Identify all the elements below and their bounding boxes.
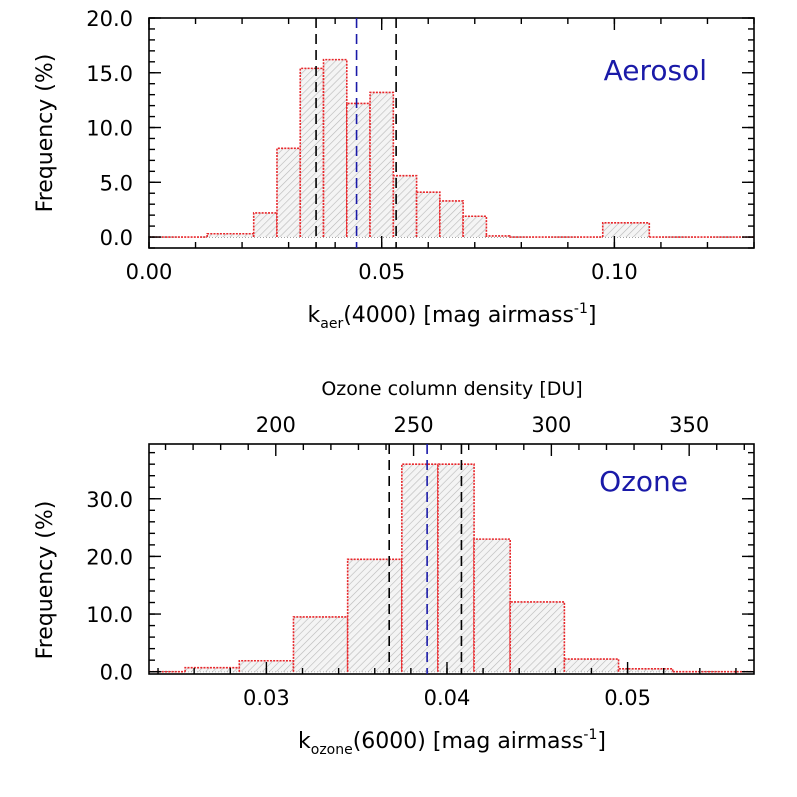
aerosol-histogram-bin bbox=[206, 232, 255, 238]
ozone-x-label-sup: -1 bbox=[583, 727, 597, 743]
ozone-x-tick-label: 0.04 bbox=[424, 686, 471, 710]
aerosol-x-tick-label: 0.05 bbox=[358, 260, 405, 284]
aerosol-histogram-bin bbox=[369, 91, 395, 238]
aerosol-histogram-bin bbox=[252, 212, 278, 238]
ozone-x-label-close: ] bbox=[597, 729, 606, 754]
aerosol-x-label-main: k bbox=[308, 303, 321, 328]
aerosol-histogram-bin bbox=[485, 235, 511, 238]
aerosol-histogram-bin bbox=[601, 222, 651, 238]
ozone-histogram-bin bbox=[563, 658, 620, 672]
aerosol-x-tick-label: 0.00 bbox=[126, 260, 173, 284]
aerosol-y-tick-label: 10.0 bbox=[86, 117, 133, 141]
aerosol-histogram-bin bbox=[276, 147, 302, 238]
ozone-histogram-bin bbox=[346, 558, 403, 672]
ozone-y-tick-label: 0.0 bbox=[100, 661, 133, 685]
aerosol-x-label-close: ] bbox=[588, 303, 597, 328]
aerosol-x-axis-label: kaer(4000) [mag airmass-1] bbox=[308, 301, 597, 332]
ozone-histogram-bin bbox=[292, 616, 349, 672]
ozone-top-tick-label: 250 bbox=[394, 413, 434, 437]
ozone-histogram-bin bbox=[617, 668, 674, 672]
ozone-histogram-bin bbox=[184, 666, 241, 672]
ozone-x-label-rest: (6000) [mag airmass bbox=[353, 729, 584, 754]
ozone-y-tick-label: 20.0 bbox=[86, 545, 133, 569]
aerosol-plot-frame bbox=[148, 17, 755, 249]
ozone-x-label-sub: ozone bbox=[311, 742, 353, 758]
ozone-x-tick-label: 0.03 bbox=[243, 686, 290, 710]
ozone-plot-frame bbox=[148, 443, 755, 675]
aerosol-x-tick-label: 0.10 bbox=[591, 260, 638, 284]
ozone-top-tick-label: 200 bbox=[256, 413, 296, 437]
aerosol-histogram-bin bbox=[322, 58, 348, 238]
ozone-panel-label: Ozone bbox=[599, 465, 688, 498]
aerosol-histogram-bin bbox=[299, 67, 325, 238]
ozone-y-tick-label: 10.0 bbox=[86, 603, 133, 627]
ozone-top-axis-label: Ozone column density [DU] bbox=[321, 378, 582, 400]
aerosol-y-tick-label: 20.0 bbox=[86, 7, 133, 31]
aerosol-x-label-rest: (4000) [mag airmass bbox=[343, 303, 574, 328]
ozone-histogram-bin bbox=[401, 463, 439, 672]
aerosol-x-label-sup: -1 bbox=[574, 301, 588, 317]
aerosol-y-tick-label: 0.0 bbox=[100, 226, 133, 250]
ozone-histogram-bin bbox=[437, 463, 475, 672]
aerosol-histogram-panel: 0.00 0.05 0.10 0.0 5.0 10.0 15.0 20.0 Aerosol F… bbox=[33, 7, 755, 332]
ozone-y-tick-label: 30.0 bbox=[86, 488, 133, 512]
ozone-top-tick-label: 350 bbox=[669, 413, 709, 437]
aerosol-y-tick-label: 5.0 bbox=[100, 171, 133, 195]
aerosol-y-tick-label: 15.0 bbox=[86, 62, 133, 86]
aerosol-histogram-bin bbox=[462, 215, 488, 238]
ozone-x-axis-label: kozone(6000) [mag airmass-1] bbox=[298, 727, 606, 758]
ozone-x-label-main: k bbox=[298, 729, 311, 754]
aerosol-histogram-bin bbox=[439, 200, 464, 238]
ozone-histogram-bin bbox=[473, 538, 511, 672]
ozone-histogram-bin bbox=[509, 601, 566, 672]
ozone-y-axis-label: Frequency (%) bbox=[33, 501, 58, 660]
ozone-x-tick-label: 0.05 bbox=[604, 686, 651, 710]
aerosol-panel-label: Aerosol bbox=[604, 54, 707, 87]
aerosol-y-axis-label: Frequency (%) bbox=[33, 54, 58, 213]
aerosol-histogram-bin bbox=[415, 191, 441, 238]
aerosol-histogram-bin bbox=[345, 102, 371, 238]
aerosol-x-label-sub: aer bbox=[320, 316, 343, 332]
ozone-top-tick-label: 300 bbox=[531, 413, 571, 437]
